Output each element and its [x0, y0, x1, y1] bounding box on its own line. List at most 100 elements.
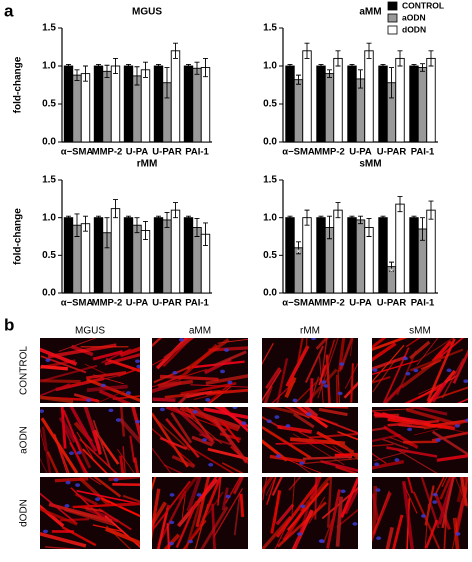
bar	[133, 225, 142, 293]
nucleus	[407, 428, 412, 432]
nucleus	[205, 398, 210, 402]
nucleus	[421, 514, 426, 518]
nucleus	[172, 371, 177, 375]
nucleus	[75, 483, 80, 487]
bar	[379, 218, 388, 293]
row-label: aODN	[19, 426, 30, 454]
bar	[348, 66, 357, 142]
nucleus	[372, 368, 377, 372]
nucleus	[376, 488, 381, 492]
nucleus	[197, 493, 202, 497]
y-axis-label: fold-change	[13, 56, 24, 113]
x-tick-label: α−SMA	[282, 147, 315, 158]
nucleus	[169, 542, 174, 546]
nucleus	[292, 399, 297, 403]
micrograph	[20, 461, 167, 557]
nucleus	[224, 348, 229, 352]
nucleus	[338, 392, 343, 396]
fiber	[337, 375, 338, 410]
fiber	[325, 407, 349, 408]
x-tick-label: PAI-1	[185, 298, 209, 309]
x-tick-label: α−SMA	[61, 298, 94, 309]
bar	[348, 218, 357, 293]
y-axis-label: fold-change	[13, 208, 24, 265]
x-tick-label: α−SMA	[61, 147, 94, 158]
nucleus	[220, 370, 225, 374]
fiber	[241, 494, 243, 517]
bar	[111, 66, 120, 142]
nucleus	[86, 398, 91, 402]
bar	[133, 76, 142, 142]
y-tick-label: 0.5	[263, 250, 277, 261]
chart-title: MGUS	[132, 7, 162, 18]
legend-swatch	[388, 14, 397, 22]
x-tick-label: U-PA	[349, 147, 372, 158]
nucleus	[193, 410, 198, 414]
y-tick-label: 1.0	[263, 61, 277, 72]
chart-title: aMM	[359, 7, 381, 18]
y-tick-label: 0.5	[42, 250, 56, 261]
nucleus	[321, 380, 326, 384]
nucleus	[241, 421, 246, 425]
nucleus	[170, 493, 175, 497]
bar	[171, 51, 180, 142]
bar	[73, 75, 82, 142]
nucleus	[66, 481, 71, 485]
column-label: sMM	[409, 326, 431, 337]
nucleus	[274, 415, 279, 419]
bar	[379, 66, 388, 142]
fiber	[33, 381, 81, 382]
bar	[410, 66, 419, 142]
nucleus	[135, 420, 140, 424]
row-label: CONTROL	[19, 346, 30, 395]
bar	[184, 218, 193, 293]
bar	[94, 218, 103, 293]
x-tick-label: PAI-1	[411, 147, 435, 158]
nucleus	[306, 412, 311, 416]
nucleus	[95, 497, 100, 501]
x-tick-label: U-PA	[349, 298, 372, 309]
bar	[154, 66, 163, 142]
fiber	[335, 454, 365, 455]
nucleus	[455, 424, 460, 428]
y-tick-label: 0.0	[263, 288, 277, 299]
x-tick-label: U-PAR	[152, 298, 182, 309]
y-tick-label: 1.0	[42, 61, 56, 72]
fiber	[55, 479, 88, 481]
panel-label: b	[4, 315, 14, 334]
row-label: dODN	[19, 499, 30, 527]
nucleus	[179, 338, 184, 342]
nucleus	[436, 438, 441, 442]
bar	[410, 218, 419, 293]
nucleus	[405, 372, 410, 376]
legend-swatch	[388, 2, 397, 10]
nucleus	[227, 381, 232, 385]
x-tick-label: α−SMA	[282, 298, 315, 309]
nucleus	[352, 522, 357, 526]
x-tick-label: MMP-2	[92, 298, 123, 309]
nucleus	[101, 384, 106, 388]
nucleus	[169, 521, 174, 525]
nucleus	[65, 504, 70, 508]
bar	[356, 220, 365, 293]
nucleus	[341, 489, 346, 493]
nucleus	[300, 505, 305, 509]
nucleus	[376, 536, 381, 540]
nucleus	[108, 409, 113, 413]
legend-swatch	[388, 26, 397, 34]
micrograph	[356, 323, 472, 418]
y-tick-label: 0.0	[263, 137, 277, 148]
micrograph	[126, 324, 264, 412]
column-label: MGUS	[75, 326, 105, 337]
bar	[171, 210, 180, 293]
bar	[294, 80, 303, 142]
legend-label: aODN	[402, 12, 426, 22]
x-tick-label: MMP-2	[92, 147, 123, 158]
nucleus	[116, 418, 121, 422]
panel-label: a	[4, 1, 14, 20]
bar	[64, 218, 73, 293]
legend-label: dODN	[402, 24, 426, 34]
x-tick-label: PAI-1	[411, 298, 435, 309]
nucleus	[160, 408, 165, 412]
